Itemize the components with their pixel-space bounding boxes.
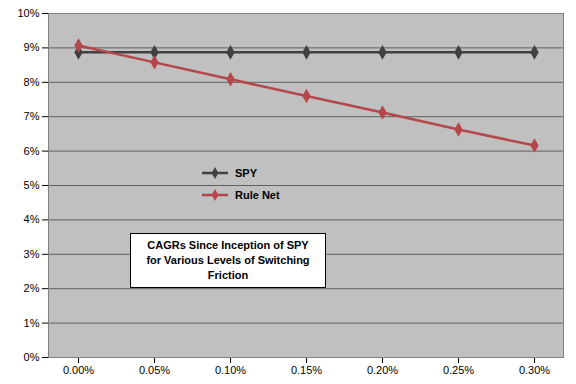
- svg-text:0.20%: 0.20%: [367, 364, 398, 376]
- svg-text:0.00%: 0.00%: [63, 364, 94, 376]
- svg-text:4%: 4%: [24, 213, 40, 225]
- svg-text:0.10%: 0.10%: [215, 364, 246, 376]
- svg-text:9%: 9%: [24, 41, 40, 53]
- svg-text:3%: 3%: [24, 248, 40, 260]
- svg-text:10%: 10%: [17, 7, 39, 19]
- html-text:SPY: SPY: [235, 167, 257, 179]
- svg-text:0.05%: 0.05%: [139, 364, 170, 376]
- svg-text:0.15%: 0.15%: [291, 364, 322, 376]
- svg-text:7%: 7%: [24, 110, 40, 122]
- svg-text:0.30%: 0.30%: [519, 364, 550, 376]
- svg-text:8%: 8%: [24, 76, 40, 88]
- html-text:CAGRs Since Inception of SPY f: CAGRs Since Inception of SPY for Various…: [146, 239, 310, 281]
- svg-text:0%: 0%: [24, 351, 40, 363]
- html-text:Rule Net: Rule Net: [235, 189, 280, 201]
- svg-text:1%: 1%: [24, 317, 40, 329]
- svg-text:2%: 2%: [24, 282, 40, 294]
- svg-text:5%: 5%: [24, 179, 40, 191]
- svg-text:6%: 6%: [24, 145, 40, 157]
- svg-text:0.25%: 0.25%: [443, 364, 474, 376]
